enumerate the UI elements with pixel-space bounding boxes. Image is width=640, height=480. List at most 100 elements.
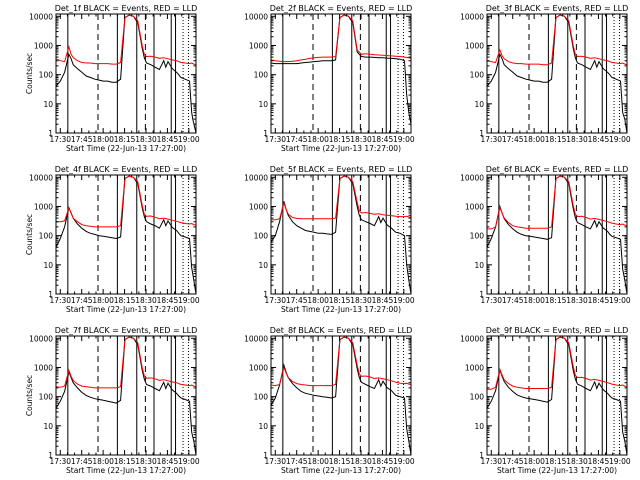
x-tick-label: 18:45	[372, 457, 394, 466]
x-tick-label: 18:00	[92, 457, 114, 466]
y-tick-label: 1	[479, 290, 484, 299]
x-tick-label: 18:45	[157, 296, 179, 305]
y-tick-label: 10000	[460, 334, 484, 343]
panel-title: Det_2f BLACK = Events, RED = LLD	[270, 4, 413, 13]
x-tick-label: 18:30	[350, 135, 372, 144]
x-tick-label: 19:00	[609, 135, 631, 144]
x-tick-label: 17:30	[264, 135, 286, 144]
x-tick-label: 17:45	[502, 135, 524, 144]
series-red-lld-line	[56, 175, 196, 228]
x-tick-label: 17:30	[264, 296, 286, 305]
x-axis-label: Start Time (22-Jun-13 17:27:00)	[497, 466, 617, 475]
x-tick-label: 19:00	[393, 135, 415, 144]
x-tick-label: 18:45	[157, 135, 179, 144]
x-tick-label: 17:45	[71, 457, 93, 466]
panel-1: Det_1f BLACK = Events, RED = LLD 1 10 100 10…	[25, 4, 200, 153]
panel-title: Det_1f BLACK = Events, RED = LLD	[55, 4, 198, 13]
y-tick-label: 1000	[34, 202, 53, 211]
series-red-lld-line	[271, 175, 411, 221]
y-tick-label: 1	[48, 290, 53, 299]
panel-5: Det_5f BLACK = Events, RED = LLD 1 10 100 10…	[244, 165, 415, 314]
y-tick-label: 10	[43, 100, 53, 109]
panel-title: Det_6f BLACK = Events, RED = LLD	[486, 165, 629, 174]
x-tick-label: 18:30	[350, 296, 372, 305]
panel-title: Det_3f BLACK = Events, RED = LLD	[486, 4, 629, 13]
panel-title: Det_7f BLACK = Events, RED = LLD	[55, 326, 198, 335]
y-tick-label: 100	[470, 232, 485, 241]
x-tick-label: 17:45	[286, 457, 308, 466]
series-red-lld-line	[271, 336, 411, 387]
x-tick-label: 18:30	[566, 457, 588, 466]
panel-title: Det_5f BLACK = Events, RED = LLD	[270, 165, 413, 174]
y-tick-label: 10000	[29, 173, 53, 182]
panel-2: Det_2f BLACK = Events, RED = LLD 1 10 100 10…	[244, 4, 415, 153]
x-tick-label: 18:00	[523, 296, 545, 305]
y-tick-label: 100	[470, 393, 485, 402]
plot-frame	[486, 13, 628, 134]
y-tick-label: 10	[474, 422, 484, 431]
y-tick-label: 100	[39, 232, 54, 241]
x-tick-label: 18:30	[566, 296, 588, 305]
x-tick-label: 18:00	[307, 457, 329, 466]
x-tick-label: 19:00	[178, 457, 200, 466]
series-red-lld-line	[487, 336, 627, 390]
panel-7: Det_7f BLACK = Events, RED = LLD 1 10 100 10…	[25, 326, 200, 475]
y-tick-label: 1	[479, 129, 484, 138]
plot-frame	[55, 13, 197, 134]
y-tick-label: 100	[254, 393, 269, 402]
x-tick-label: 17:30	[49, 296, 71, 305]
panel-3: Det_3f BLACK = Events, RED = LLD 1 10 100 10…	[460, 4, 631, 144]
y-tick-label: 10	[43, 261, 53, 270]
y-tick-label: 1000	[34, 363, 53, 372]
x-tick-label: 17:45	[71, 135, 93, 144]
x-tick-label: 17:45	[286, 296, 308, 305]
y-tick-label: 100	[254, 71, 269, 80]
x-tick-label: 19:00	[393, 296, 415, 305]
x-axis-label: Start Time (22-Jun-13 17:27:00)	[66, 466, 186, 475]
x-tick-label: 18:30	[135, 457, 157, 466]
x-tick-label: 19:00	[609, 296, 631, 305]
x-tick-label: 18:15	[114, 457, 136, 466]
x-tick-label: 18:15	[114, 296, 136, 305]
x-tick-label: 17:45	[502, 296, 524, 305]
x-tick-label: 18:00	[92, 135, 114, 144]
y-tick-label: 10000	[460, 173, 484, 182]
x-tick-label: 17:30	[264, 457, 286, 466]
plot-frame	[55, 174, 197, 295]
y-tick-label: 1000	[465, 41, 484, 50]
panel-9: Det_9f BLACK = Events, RED = LLD 1 10 100 10…	[460, 326, 631, 475]
x-tick-label: 18:45	[372, 296, 394, 305]
y-axis-label: Counts/sec	[25, 375, 34, 416]
x-tick-label: 18:45	[372, 135, 394, 144]
x-tick-label: 18:30	[135, 135, 157, 144]
y-tick-label: 1	[263, 451, 268, 460]
x-tick-label: 19:00	[393, 457, 415, 466]
series-red-lld-line	[487, 14, 627, 66]
x-tick-label: 18:45	[157, 457, 179, 466]
x-tick-label: 18:30	[135, 296, 157, 305]
y-tick-label: 1	[479, 451, 484, 460]
y-tick-label: 100	[254, 232, 269, 241]
y-tick-label: 10	[258, 100, 268, 109]
x-tick-label: 18:15	[545, 296, 567, 305]
x-tick-label: 18:00	[92, 296, 114, 305]
y-tick-label: 100	[470, 71, 485, 80]
x-tick-label: 18:00	[523, 135, 545, 144]
x-axis-label: Start Time (22-Jun-13 17:27:00)	[66, 305, 186, 314]
y-tick-label: 100	[39, 71, 54, 80]
y-tick-label: 1	[48, 129, 53, 138]
panel-title: Det_8f BLACK = Events, RED = LLD	[270, 326, 413, 335]
x-axis-label: Start Time (22-Jun-13 17:27:00)	[281, 466, 401, 475]
y-tick-label: 1	[48, 451, 53, 460]
x-tick-label: 18:15	[114, 135, 136, 144]
series-red-lld-line	[487, 175, 627, 230]
x-tick-label: 17:30	[480, 457, 502, 466]
y-tick-label: 1000	[249, 41, 268, 50]
series-red-lld-line	[271, 14, 411, 63]
y-tick-label: 10	[474, 100, 484, 109]
x-axis-label: Start Time (22-Jun-13 17:27:00)	[66, 144, 186, 153]
plot-frame	[270, 335, 412, 456]
x-tick-label: 19:00	[609, 457, 631, 466]
